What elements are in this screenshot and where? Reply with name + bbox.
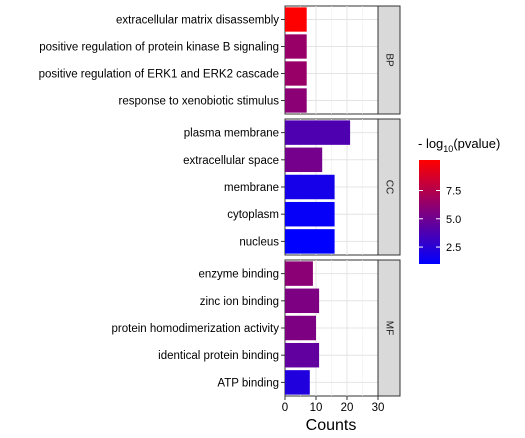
panel-bp: extracellular matrix disassembly positive…	[39, 5, 401, 115]
y-tick-label: protein homodimerization activity	[112, 323, 280, 335]
facet-strip	[377, 259, 401, 397]
facet-strip-label: CC	[383, 180, 394, 194]
bar	[285, 34, 307, 59]
y-tick-label: zinc ion binding	[200, 296, 279, 308]
bar	[285, 120, 351, 145]
bar	[285, 7, 307, 32]
bar	[285, 342, 320, 368]
panel-cc: plasma membrane extracellular space membra…	[183, 118, 401, 256]
legend-tick-label: 5.0	[446, 214, 461, 226]
facet-strip-label: MF	[383, 321, 394, 335]
legend-tick-label: 7.5	[446, 186, 461, 198]
x-axis: Counts 0 10 20 30	[282, 396, 385, 434]
bar	[285, 88, 307, 113]
bar	[285, 261, 313, 286]
legend-title: - log10(pvalue)	[418, 136, 500, 154]
x-tick-label: 20	[341, 402, 354, 414]
y-tick-label: positive regulation of protein kinase B …	[39, 42, 279, 54]
y-tick-label: extracellular space	[183, 155, 279, 167]
facet-strip-label: BP	[383, 53, 394, 67]
bar	[285, 61, 307, 86]
x-axis-title: Counts	[306, 417, 357, 434]
bar	[285, 370, 310, 395]
y-tick-label: membrane	[224, 182, 279, 194]
bar	[285, 201, 335, 227]
y-tick-label: response to xenobiotic stimulus	[119, 96, 280, 108]
y-tick-label: ATP binding	[217, 377, 279, 389]
y-tick-label: extracellular matrix disassembly	[116, 15, 279, 27]
bar	[285, 147, 323, 173]
facet-strip	[377, 118, 401, 256]
legend-tick-label: 2.5	[446, 242, 461, 254]
bar	[285, 315, 316, 341]
y-tick-label: nucleus	[239, 236, 279, 248]
y-tick-label: identical protein binding	[158, 350, 279, 362]
color-legend: - log10(pvalue) 7.5 5.0 2.5	[418, 136, 500, 264]
x-tick-label: 30	[372, 402, 385, 414]
facet-panels: extracellular matrix disassembly positive…	[39, 5, 401, 397]
y-tick-label: enzyme binding	[198, 269, 279, 281]
x-tick-label: 10	[310, 402, 323, 414]
legend-colorbar	[419, 160, 440, 264]
y-tick-label: plasma membrane	[184, 128, 279, 140]
x-tick-label: 0	[282, 402, 288, 414]
y-tick-label: positive regulation of ERK1 and ERK2 cas…	[39, 69, 279, 81]
panel-mf: enzyme binding zinc ion binding protein ho…	[112, 259, 401, 397]
y-tick-label: cytoplasm	[227, 209, 279, 221]
bar	[285, 174, 335, 200]
bar	[285, 288, 320, 314]
facet-strip	[377, 5, 401, 115]
bar	[285, 229, 335, 254]
